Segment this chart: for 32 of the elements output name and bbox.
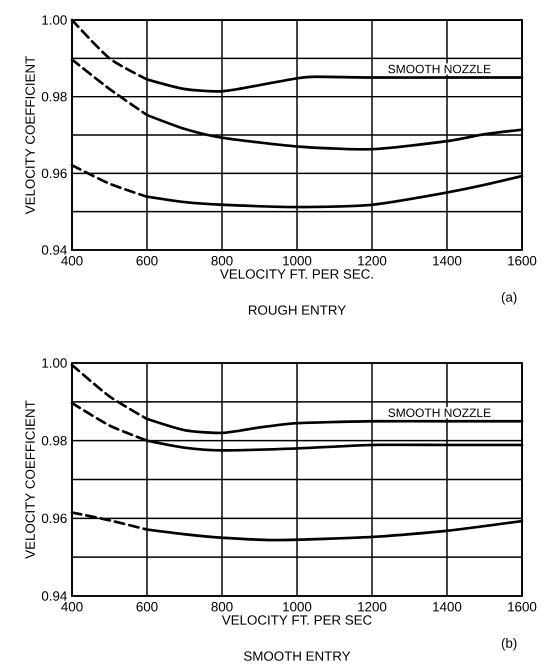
y-axis-title: VELOCITY COEFFICIENT: [25, 400, 35, 559]
x-axis-title: VELOCITY FT. PER SEC.: [220, 269, 373, 279]
x-tick-label: 1600: [508, 256, 536, 266]
x-tick-label: 1000: [283, 256, 312, 266]
y-axis-title: VELOCITY COEFFICIENT: [25, 56, 35, 214]
x-tick-label: 400: [61, 256, 83, 266]
y-tick-label: 0.98: [42, 436, 67, 446]
x-tick-label: 800: [211, 256, 233, 266]
text: ROUGH ENTRY: [248, 305, 346, 315]
series-label: SMOOTH NOZZLE: [388, 64, 491, 74]
y-tick-label: 0.96: [42, 514, 67, 524]
x-tick-label: 1600: [508, 602, 536, 612]
y-tick-label: 0.98: [42, 92, 67, 102]
x-tick-label: 1200: [358, 256, 386, 266]
x-tick-label: 400: [61, 602, 83, 612]
y-tick-label: 0.96: [42, 168, 67, 178]
x-tick-label: 1400: [433, 602, 462, 612]
series-label: SMOOTH NOZZLE: [388, 408, 491, 417]
x-tick-label: 600: [136, 602, 158, 612]
text: (b): [502, 638, 516, 650]
x-axis-title: VELOCITY FT. PER SEC: [222, 615, 372, 625]
y-tick-label: 1.00: [42, 15, 67, 25]
text: (a): [502, 292, 516, 304]
y-tick-label: 0.94: [42, 245, 67, 255]
x-tick-label: 600: [136, 256, 158, 266]
text: SMOOTH ENTRY: [244, 651, 350, 661]
x-tick-label: 800: [211, 602, 233, 612]
x-tick-label: 1400: [433, 256, 462, 266]
y-tick-label: 1.00: [42, 358, 67, 368]
x-tick-label: 1000: [283, 602, 312, 612]
x-tick-label: 1200: [358, 602, 386, 612]
y-tick-label: 0.94: [42, 591, 67, 601]
